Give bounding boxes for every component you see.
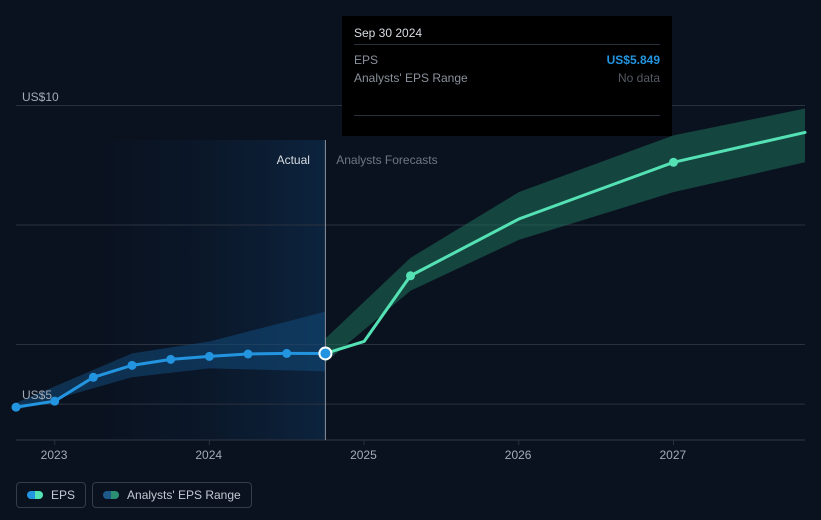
legend-swatch (27, 491, 43, 499)
x-axis-label: 2026 (505, 448, 532, 462)
x-axis-label: 2023 (41, 448, 68, 462)
legend-item[interactable]: Analysts' EPS Range (92, 482, 252, 508)
x-axis-label: 2025 (350, 448, 377, 462)
x-axis-label: 2024 (195, 448, 222, 462)
tooltip-value-range: No data (618, 71, 660, 85)
eps-chart: US$10 US$5 2023 2024 2025 2026 2027 Actual Ana… (0, 0, 821, 520)
legend-label: Analysts' EPS Range (127, 488, 241, 502)
chart-tooltip: Sep 30 2024 EPS US$5.849 Analysts' EPS R… (342, 16, 672, 136)
legend-item[interactable]: EPS (16, 482, 86, 508)
tooltip-label-range: Analysts' EPS Range (354, 71, 468, 85)
section-label-actual: Actual (277, 153, 310, 167)
x-axis-label: 2027 (660, 448, 687, 462)
y-axis-label: US$5 (22, 388, 52, 402)
tooltip-value-eps: US$5.849 (607, 53, 660, 67)
tooltip-label-eps: EPS (354, 53, 378, 67)
chart-legend: EPS Analysts' EPS Range (16, 482, 252, 508)
tooltip-title: Sep 30 2024 (354, 26, 660, 40)
legend-swatch (103, 491, 119, 499)
section-label-forecast: Analysts Forecasts (336, 153, 437, 167)
y-axis-label: US$10 (22, 90, 59, 104)
legend-label: EPS (51, 488, 75, 502)
